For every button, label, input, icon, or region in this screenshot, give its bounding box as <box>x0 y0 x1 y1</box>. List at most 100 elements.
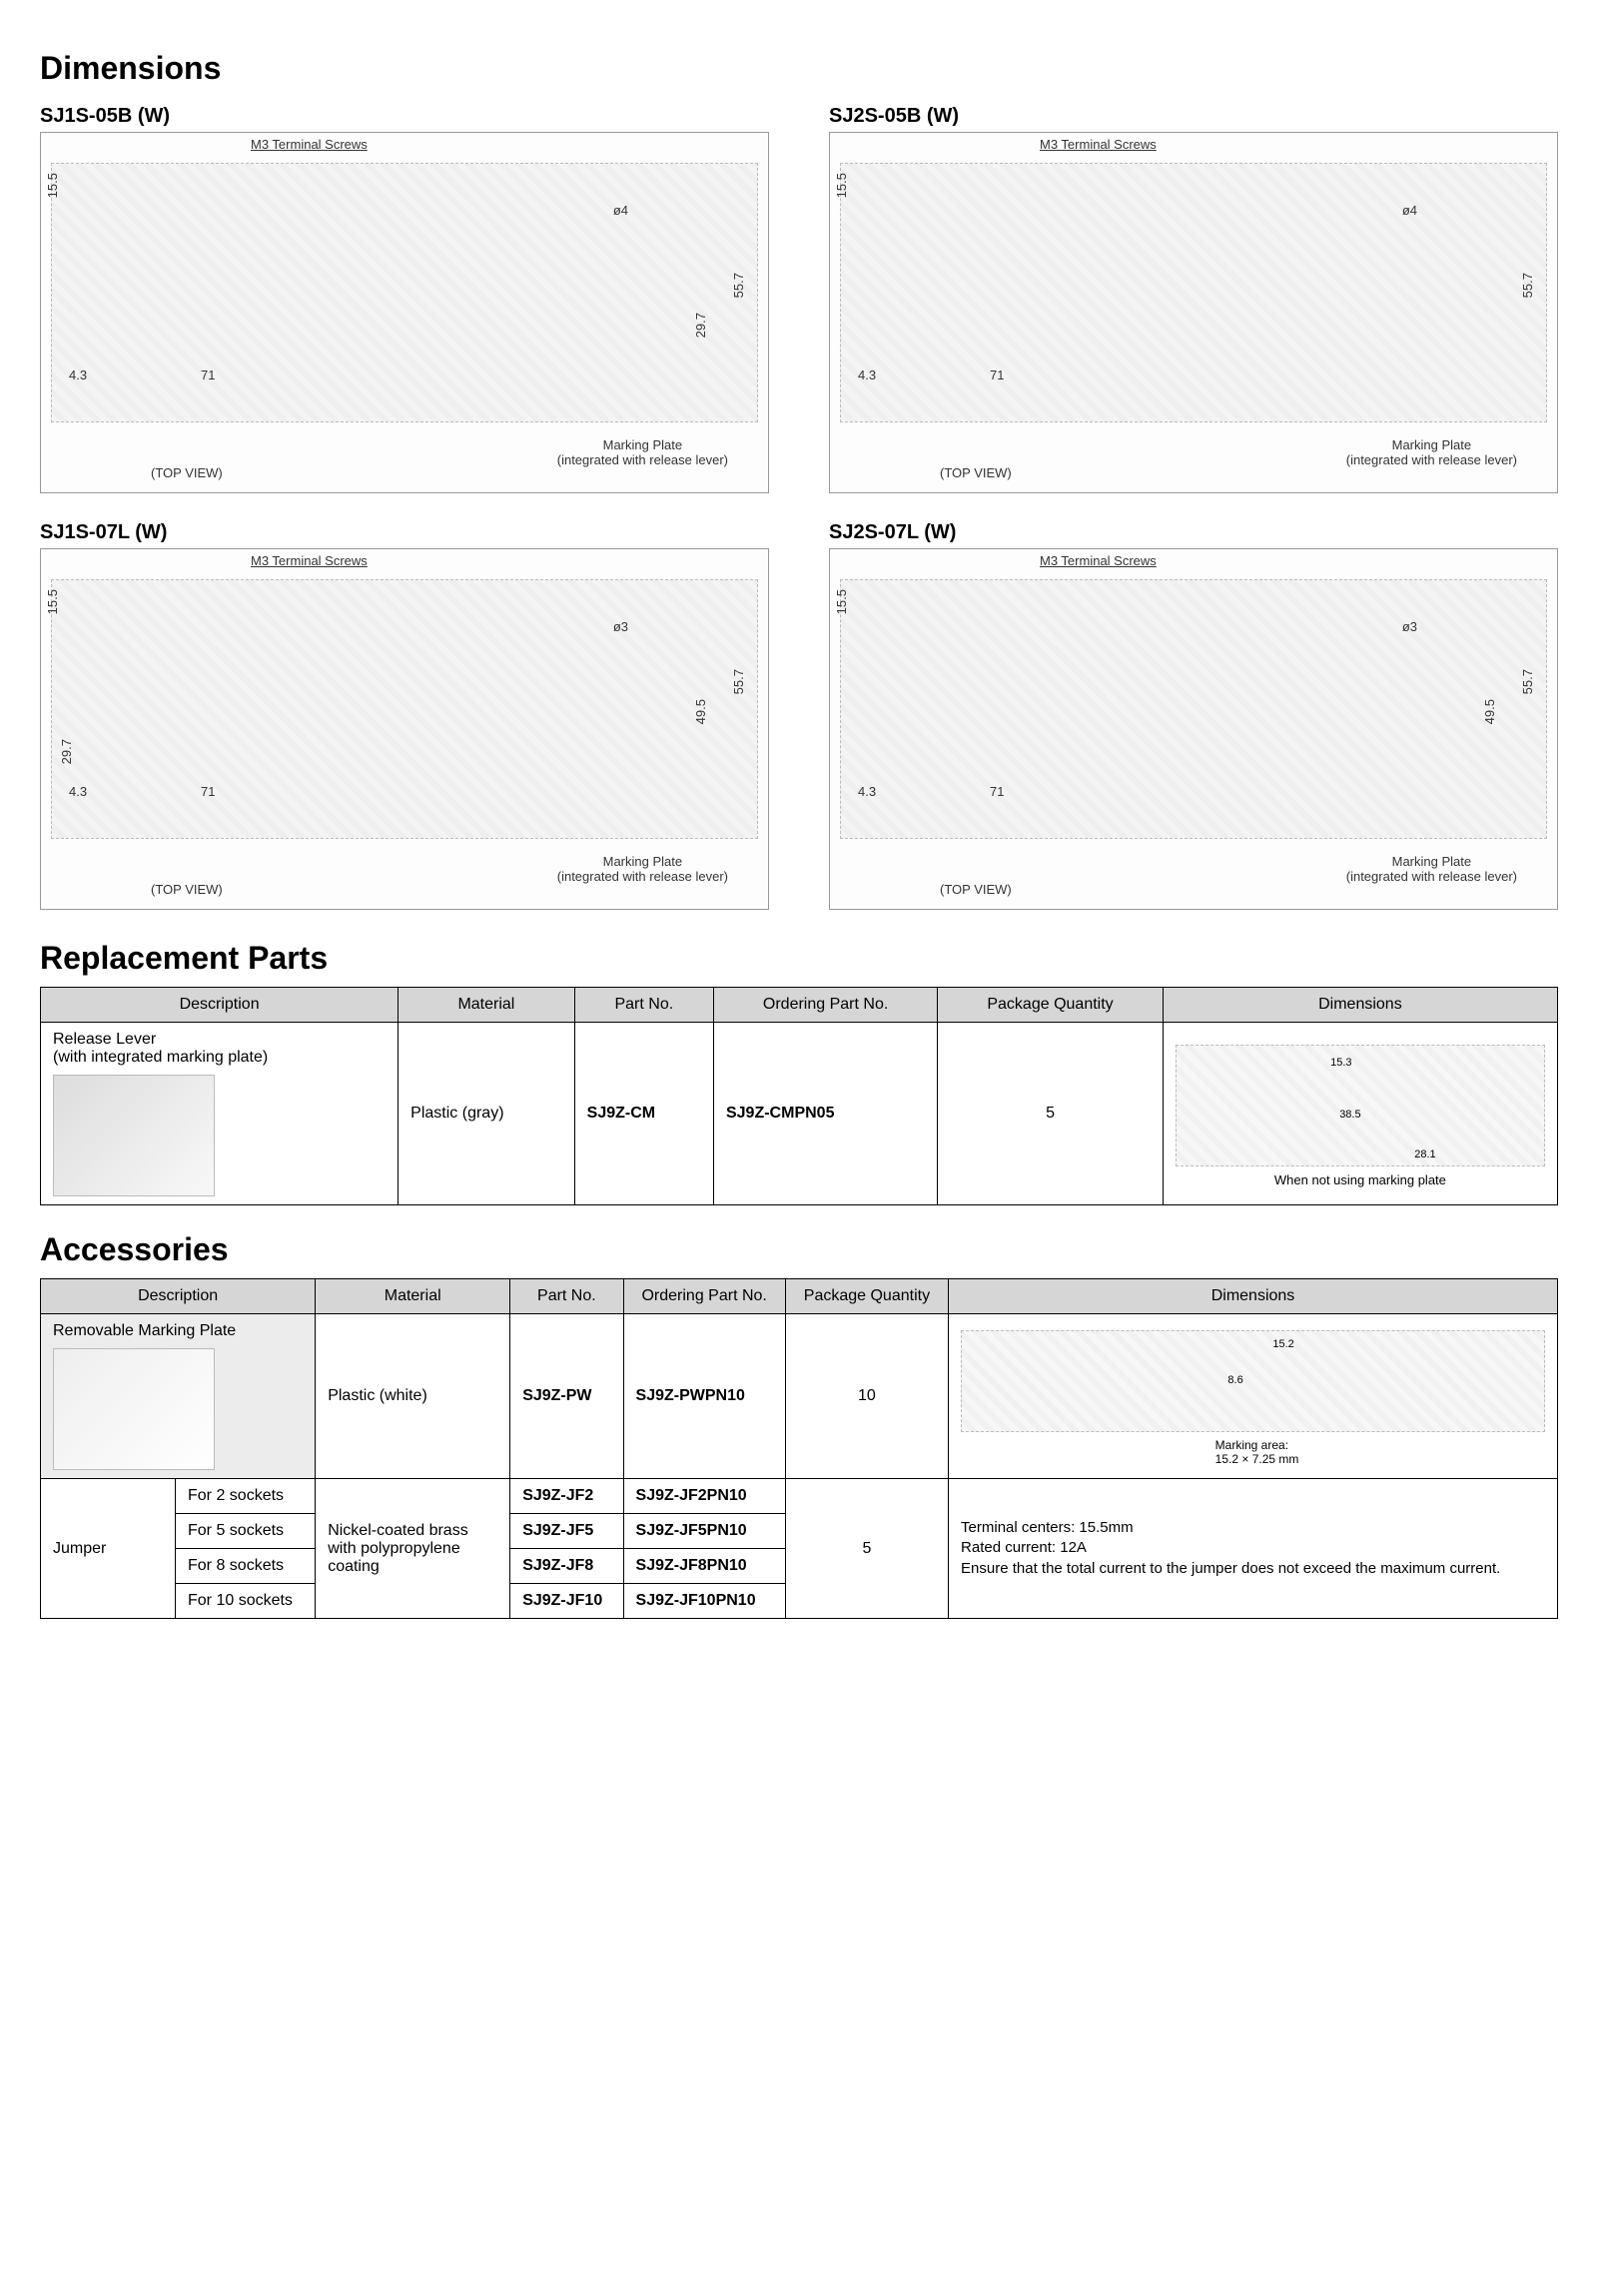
dimension-diagram: M3 Terminal Screws 15.5 4.3 71 55.7 ø4 (… <box>829 132 1558 493</box>
dim-h1: 15.5 <box>45 589 60 614</box>
th-description: Description <box>41 988 399 1023</box>
dim-note: When not using marking plate <box>1274 1172 1446 1187</box>
cell-description: Removable Marking Plate <box>41 1314 316 1479</box>
cell-for: For 10 sockets <box>176 1584 316 1619</box>
dim-left: 4.3 <box>69 368 87 383</box>
table-row: Jumper For 2 sockets Nickel-coated brass… <box>41 1479 1558 1514</box>
cell-dimensions: 15.2 8.6 Marking area: 15.2 × 7.25 mm <box>949 1314 1558 1479</box>
section-title-dimensions: Dimensions <box>40 50 1558 87</box>
variant-2: SJ1S-07L (W) M3 Terminal Screws 15.5 4.3… <box>40 513 769 910</box>
top-view-label: (TOP VIEW) <box>151 882 223 897</box>
marking-area-note: Marking area: 15.2 × 7.25 mm <box>1215 1438 1299 1466</box>
cell-for: For 2 sockets <box>176 1479 316 1514</box>
variant-3: SJ2S-07L (W) M3 Terminal Screws 15.5 4.3… <box>829 513 1558 910</box>
release-lever-thumb <box>53 1075 215 1196</box>
variant-title: SJ2S-07L (W) <box>829 521 1558 544</box>
dim-hole: ø3 <box>613 619 628 634</box>
cell-dimensions: 15.3 38.5 28.1 When not using marking pl… <box>1163 1023 1557 1205</box>
dim-h1: 15.5 <box>834 173 849 198</box>
cell-partno: SJ9Z-JF2 <box>510 1479 623 1514</box>
cell-ordering: SJ9Z-JF2PN10 <box>623 1479 785 1514</box>
marking-plate-label: Marking Plate (integrated with release l… <box>1346 854 1517 885</box>
cell-partno: SJ9Z-JF10 <box>510 1584 623 1619</box>
cell-ordering: SJ9Z-PWPN10 <box>623 1314 785 1479</box>
cell-for: For 8 sockets <box>176 1549 316 1584</box>
cell-material: Plastic (gray) <box>399 1023 574 1205</box>
dim-w1: 71 <box>990 368 1004 383</box>
variant-title: SJ1S-05B (W) <box>40 105 769 128</box>
dim-w1: 71 <box>201 784 215 799</box>
cell-material: Plastic (white) <box>316 1314 510 1479</box>
accessories-table: Description Material Part No. Ordering P… <box>40 1278 1558 1619</box>
section-title-accessories: Accessories <box>40 1231 1558 1268</box>
th-dim: Dimensions <box>949 1279 1558 1314</box>
th-ordering: Ordering Part No. <box>713 988 937 1023</box>
th-partno: Part No. <box>510 1279 623 1314</box>
dim-hole: ø4 <box>613 203 628 218</box>
dim-body-h2: 49.5 <box>693 699 708 724</box>
cell-qty: 5 <box>938 1023 1164 1205</box>
cell-partno: SJ9Z-CM <box>574 1023 713 1205</box>
cell-jumper-notes: Terminal centers: 15.5mm Rated current: … <box>949 1479 1558 1619</box>
dim-body-h2: 29.7 <box>693 313 708 338</box>
screws-label: M3 Terminal Screws <box>251 137 368 152</box>
th-dim: Dimensions <box>1163 988 1557 1023</box>
dim-left: 4.3 <box>858 368 876 383</box>
cell-jumper-desc: Jumper <box>41 1479 176 1619</box>
th-qty: Package Quantity <box>938 988 1164 1023</box>
variant-title: SJ2S-05B (W) <box>829 105 1558 128</box>
dim-body-h: 55.7 <box>1520 273 1535 298</box>
dimension-diagram: M3 Terminal Screws 15.5 4.3 71 55.7 29.7… <box>40 132 769 493</box>
dim-hole: ø3 <box>1402 619 1417 634</box>
dim-body-h3: 29.7 <box>59 739 74 764</box>
marking-plate-label: Marking Plate (integrated with release l… <box>557 854 728 885</box>
dim-body-h: 55.7 <box>1520 669 1535 694</box>
cell-ordering: SJ9Z-JF5PN10 <box>623 1514 785 1549</box>
th-partno: Part No. <box>574 988 713 1023</box>
dim-left: 4.3 <box>858 784 876 799</box>
cell-ordering: SJ9Z-CMPN05 <box>713 1023 937 1205</box>
cell-material: Nickel-coated brass with polypropylene c… <box>316 1479 510 1619</box>
variant-0: SJ1S-05B (W) M3 Terminal Screws 15.5 4.3… <box>40 97 769 493</box>
table-row: Release Lever (with integrated marking p… <box>41 1023 1558 1205</box>
dim-h1: 15.5 <box>834 589 849 614</box>
variant-title: SJ1S-07L (W) <box>40 521 769 544</box>
cell-partno: SJ9Z-JF5 <box>510 1514 623 1549</box>
dim-w1: 71 <box>990 784 1004 799</box>
th-material: Material <box>399 988 574 1023</box>
th-qty: Package Quantity <box>785 1279 948 1314</box>
dim-w1: 71 <box>201 368 215 383</box>
dim-body-h2: 49.5 <box>1482 699 1497 724</box>
dim-h1: 15.5 <box>45 173 60 198</box>
variants-grid: SJ1S-05B (W) M3 Terminal Screws 15.5 4.3… <box>40 97 1558 910</box>
dim-left: 4.3 <box>69 784 87 799</box>
marking-plate-label: Marking Plate (integrated with release l… <box>1346 437 1517 468</box>
marking-plate-thumb <box>53 1348 215 1470</box>
cell-qty: 10 <box>785 1314 948 1479</box>
th-material: Material <box>316 1279 510 1314</box>
cell-for: For 5 sockets <box>176 1514 316 1549</box>
dim-body-h: 55.7 <box>731 669 746 694</box>
cell-ordering: SJ9Z-JF10PN10 <box>623 1584 785 1619</box>
marking-plate-label: Marking Plate (integrated with release l… <box>557 437 728 468</box>
cell-partno: SJ9Z-PW <box>510 1314 623 1479</box>
cell-qty: 5 <box>785 1479 948 1619</box>
variant-1: SJ2S-05B (W) M3 Terminal Screws 15.5 4.3… <box>829 97 1558 493</box>
replacement-table: Description Material Part No. Ordering P… <box>40 987 1558 1205</box>
cell-partno: SJ9Z-JF8 <box>510 1549 623 1584</box>
th-ordering: Ordering Part No. <box>623 1279 785 1314</box>
th-description: Description <box>41 1279 316 1314</box>
cell-description: Release Lever (with integrated marking p… <box>41 1023 399 1205</box>
dimension-diagram: M3 Terminal Screws 15.5 4.3 71 55.7 49.5… <box>40 548 769 910</box>
screws-label: M3 Terminal Screws <box>1040 553 1157 568</box>
cell-ordering: SJ9Z-JF8PN10 <box>623 1549 785 1584</box>
screws-label: M3 Terminal Screws <box>251 553 368 568</box>
top-view-label: (TOP VIEW) <box>940 465 1012 480</box>
dim-hole: ø4 <box>1402 203 1417 218</box>
section-title-replacement: Replacement Parts <box>40 940 1558 977</box>
table-row: Removable Marking Plate Plastic (white) … <box>41 1314 1558 1479</box>
top-view-label: (TOP VIEW) <box>151 465 223 480</box>
screws-label: M3 Terminal Screws <box>1040 137 1157 152</box>
top-view-label: (TOP VIEW) <box>940 882 1012 897</box>
dim-body-h: 55.7 <box>731 273 746 298</box>
